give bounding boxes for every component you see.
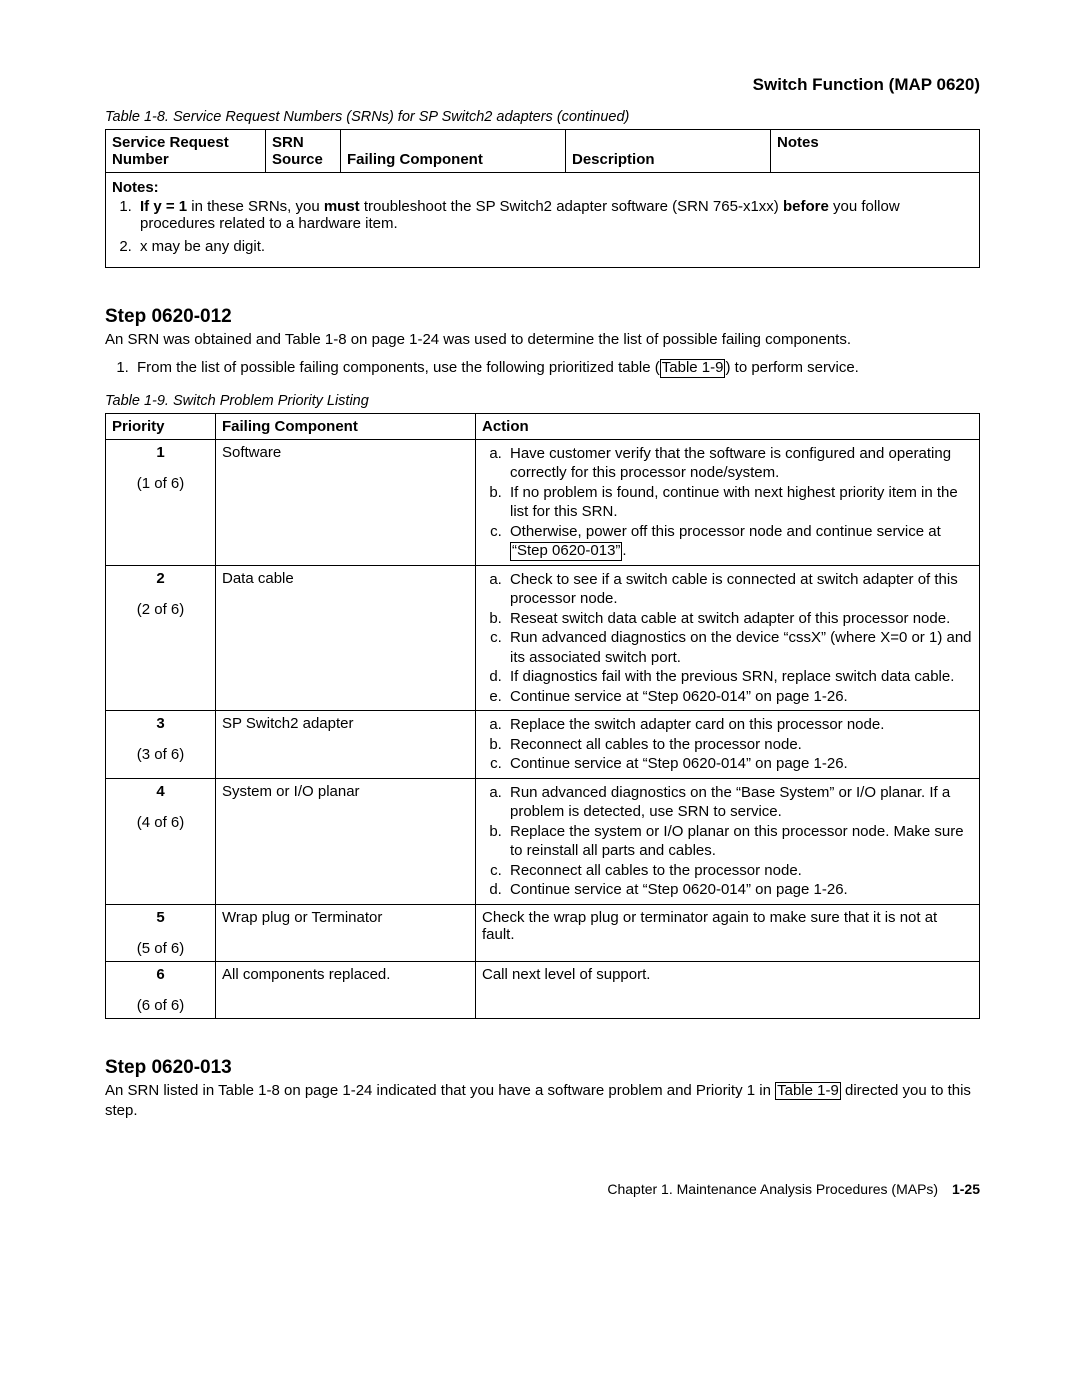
action-item: Run advanced diagnostics on the device “… <box>506 628 973 667</box>
table-row: 2 (2 of 6) Data cable Check to see if a swi… <box>106 565 980 711</box>
srn-note-1: If y = 1 in these SRNs, you must trouble… <box>136 198 973 232</box>
priority-count: (1 of 6) <box>112 475 209 492</box>
action-item: Replace the switch adapter card on this … <box>506 715 973 735</box>
action-item: Replace the system or I/O planar on this… <box>506 822 973 861</box>
priority-cell: 4 (4 of 6) <box>106 778 216 904</box>
action-cell: Check the wrap plug or terminator again … <box>476 904 980 961</box>
th-srn: SRN <box>272 134 304 151</box>
component-cell: Wrap plug or Terminator <box>216 904 476 961</box>
component-cell: SP Switch2 adapter <box>216 711 476 779</box>
th-failing-component: Failing Component <box>347 151 483 168</box>
priority-count: (6 of 6) <box>112 997 209 1014</box>
component-cell: Software <box>216 439 476 565</box>
table-1-9-link[interactable]: Table 1-9 <box>660 359 726 378</box>
action-item: Reconnect all cables to the processor no… <box>506 735 973 755</box>
step-link[interactable]: “Step 0620-013” <box>510 542 622 561</box>
step-012-heading: Step 0620-012 <box>105 306 980 328</box>
priority-cell: 5 (5 of 6) <box>106 904 216 961</box>
th-action: Action <box>476 413 980 439</box>
th-number: Number <box>112 151 169 168</box>
table8-caption: Table 1-8. Service Request Numbers (SRNs… <box>105 109 980 125</box>
component-cell: All components replaced. <box>216 961 476 1018</box>
action-cell: Call next level of support. <box>476 961 980 1018</box>
footer-page-number: 1-25 <box>952 1181 980 1197</box>
action-item: Continue service at “Step 0620-014” on p… <box>506 754 973 774</box>
priority-cell: 3 (3 of 6) <box>106 711 216 779</box>
notes-label: Notes: <box>112 179 159 196</box>
priority-number: 1 <box>156 444 164 461</box>
component-cell: Data cable <box>216 565 476 711</box>
priority-cell: 1 (1 of 6) <box>106 439 216 565</box>
srn-table: Service Request Number SRN Source Failin… <box>105 129 980 268</box>
action-item: If no problem is found, continue with ne… <box>506 483 973 522</box>
priority-count: (3 of 6) <box>112 746 209 763</box>
priority-cell: 2 (2 of 6) <box>106 565 216 711</box>
srn-table-notes: Notes: If y = 1 in these SRNs, you must … <box>106 173 980 268</box>
priority-number: 4 <box>156 783 164 800</box>
priority-count: (2 of 6) <box>112 601 209 618</box>
note1-bold2: must <box>324 198 360 215</box>
footer-chapter: Chapter 1. Maintenance Analysis Procedur… <box>607 1181 938 1197</box>
th-notes: Notes <box>777 134 819 151</box>
step-013-heading: Step 0620-013 <box>105 1057 980 1079</box>
step-012-para: An SRN was obtained and Table 1-8 on pag… <box>105 330 980 350</box>
note1-bold1: If y = 1 <box>140 198 187 215</box>
page-footer: Chapter 1. Maintenance Analysis Procedur… <box>105 1181 980 1197</box>
th-source: Source <box>272 151 323 168</box>
table-row: 5 (5 of 6) Wrap plug or TerminatorCheck th… <box>106 904 980 961</box>
note1-text1: in these SRNs, you <box>187 198 324 215</box>
th-service-request: Service Request <box>112 134 229 151</box>
srn-note-2: x may be any digit. <box>136 238 973 255</box>
action-item: Continue service at “Step 0620-014” on p… <box>506 880 973 900</box>
table-row: 1 (1 of 6) Software Have customer verify th… <box>106 439 980 565</box>
priority-count: (5 of 6) <box>112 940 209 957</box>
action-item: Reconnect all cables to the processor no… <box>506 861 973 881</box>
priority-table: Priority Failing Component Action 1 (1 of… <box>105 413 980 1019</box>
priority-count: (4 of 6) <box>112 814 209 831</box>
priority-number: 2 <box>156 570 164 587</box>
priority-number: 6 <box>156 966 164 983</box>
step013-text-a: An SRN listed in Table 1-8 on page 1-24 … <box>105 1082 775 1099</box>
table-row: 3 (3 of 6) SP Switch2 adapter Replace the s… <box>106 711 980 779</box>
priority-number: 5 <box>156 909 164 926</box>
action-cell: Run advanced diagnostics on the “Base Sy… <box>476 778 980 904</box>
th-failing-component-2: Failing Component <box>216 413 476 439</box>
action-cell: Replace the switch adapter card on this … <box>476 711 980 779</box>
action-item: Check to see if a switch cable is connec… <box>506 570 973 609</box>
action-cell: Have customer verify that the software i… <box>476 439 980 565</box>
note1-text2: troubleshoot the SP Switch2 adapter soft… <box>360 198 783 215</box>
th-description: Description <box>572 151 655 168</box>
action-item: If diagnostics fail with the previous SR… <box>506 667 973 687</box>
action-item: Run advanced diagnostics on the “Base Sy… <box>506 783 973 822</box>
th-priority: Priority <box>106 413 216 439</box>
component-cell: System or I/O planar <box>216 778 476 904</box>
note1-bold3: before <box>783 198 829 215</box>
page-header: Switch Function (MAP 0620) <box>105 75 980 95</box>
table-row: 6 (6 of 6) All components replaced.Call ne… <box>106 961 980 1018</box>
action-item: Otherwise, power off this processor node… <box>506 522 973 561</box>
table-1-9-link-2[interactable]: Table 1-9 <box>775 1082 841 1101</box>
action-text: . <box>622 542 626 559</box>
action-item: Continue service at “Step 0620-014” on p… <box>506 687 973 707</box>
priority-cell: 6 (6 of 6) <box>106 961 216 1018</box>
table-row: 4 (4 of 6) System or I/O planar Run advance… <box>106 778 980 904</box>
table9-caption: Table 1-9. Switch Problem Priority Listi… <box>105 393 980 409</box>
action-cell: Check to see if a switch cable is connec… <box>476 565 980 711</box>
action-item: Reseat switch data cable at switch adapt… <box>506 609 973 629</box>
step012-text-b: ) to perform service. <box>725 359 858 376</box>
step-012-item: From the list of possible failing compon… <box>133 358 980 378</box>
action-item: Have customer verify that the software i… <box>506 444 973 483</box>
step012-text-a: From the list of possible failing compon… <box>137 359 660 376</box>
step-013-para: An SRN listed in Table 1-8 on page 1-24 … <box>105 1081 980 1122</box>
action-text: Otherwise, power off this processor node… <box>510 523 941 540</box>
priority-number: 3 <box>156 715 164 732</box>
